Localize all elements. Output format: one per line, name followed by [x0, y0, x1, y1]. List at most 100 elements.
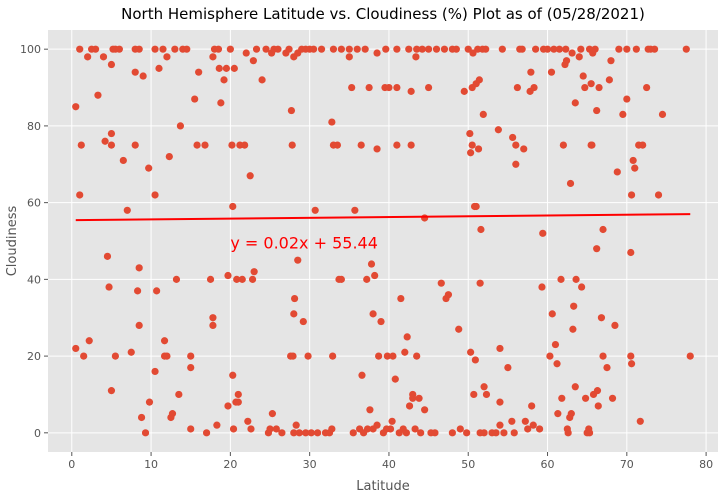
data-point: [562, 57, 571, 65]
data-point: [405, 45, 413, 53]
data-point: [421, 214, 429, 222]
data-point: [151, 45, 159, 53]
regression-line: [75, 213, 691, 222]
x-tick-label: 40: [382, 458, 396, 471]
data-point: [595, 83, 603, 92]
data-point: [579, 72, 587, 80]
data-point: [593, 245, 601, 253]
data-point: [375, 352, 383, 360]
data-point: [386, 425, 395, 433]
data-point: [524, 425, 532, 433]
data-point: [496, 344, 504, 353]
data-point: [310, 45, 318, 53]
data-point: [521, 417, 529, 425]
data-point: [631, 164, 639, 172]
data-point: [363, 425, 372, 433]
data-point: [510, 429, 518, 437]
data-point: [559, 141, 567, 149]
data-point: [302, 429, 310, 437]
data-point: [328, 118, 336, 126]
data-point: [599, 225, 607, 234]
data-point: [229, 371, 237, 379]
data-point: [358, 371, 366, 379]
data-point: [348, 83, 356, 92]
x-tick-label: 80: [699, 458, 713, 471]
data-point: [103, 252, 112, 260]
data-point: [249, 57, 257, 65]
data-point: [407, 141, 415, 149]
data-point: [528, 402, 536, 410]
y-axis-ticks: 0 20 40 60 80 100: [20, 43, 48, 440]
data-point: [409, 394, 417, 402]
data-point: [432, 45, 441, 53]
data-point: [557, 275, 565, 283]
data-point: [553, 360, 561, 368]
data-point: [222, 64, 231, 72]
data-point: [496, 421, 504, 429]
data-point: [329, 352, 337, 360]
data-point: [241, 141, 249, 149]
data-point: [328, 425, 336, 433]
data-point: [377, 317, 385, 326]
data-point: [498, 45, 506, 53]
data-point: [229, 425, 238, 433]
plot-background: [48, 30, 718, 452]
data-point: [627, 352, 635, 360]
data-point: [424, 45, 433, 53]
data-point: [388, 417, 396, 425]
y-tick-label: 20: [27, 350, 41, 363]
data-point: [415, 394, 423, 402]
x-tick-label: 60: [541, 458, 555, 471]
data-point: [570, 302, 578, 310]
data-point: [520, 145, 528, 153]
data-point: [566, 179, 575, 188]
data-point: [383, 352, 391, 360]
data-point: [636, 417, 644, 425]
data-point: [337, 45, 345, 53]
data-point: [107, 60, 116, 69]
data-point: [313, 429, 322, 437]
data-point: [131, 141, 139, 149]
data-point: [476, 279, 484, 287]
data-point: [444, 291, 453, 299]
data-point: [639, 141, 647, 149]
data-point: [274, 45, 282, 53]
data-point: [187, 425, 195, 433]
data-point: [230, 64, 238, 72]
data-point: [159, 45, 167, 53]
data-point: [307, 429, 315, 437]
data-point: [421, 406, 429, 414]
data-point: [248, 275, 257, 283]
data-point: [133, 287, 142, 295]
data-point: [474, 145, 483, 153]
data-point: [578, 283, 586, 291]
data-point: [72, 344, 80, 353]
data-points: [72, 45, 694, 437]
data-point: [290, 310, 298, 318]
data-point: [492, 429, 500, 437]
data-point: [597, 314, 606, 322]
data-point: [513, 83, 521, 92]
data-point: [418, 45, 426, 53]
data-point: [244, 417, 252, 425]
data-point: [329, 45, 338, 53]
data-point: [577, 45, 585, 53]
data-point: [585, 429, 594, 437]
data-point: [160, 337, 169, 345]
data-point: [539, 229, 547, 237]
data-point: [187, 352, 195, 360]
data-point: [393, 141, 401, 149]
data-point: [455, 325, 463, 333]
data-point: [333, 141, 342, 149]
data-point: [482, 45, 490, 53]
data-point: [482, 390, 491, 399]
data-point: [247, 425, 255, 433]
data-point: [287, 106, 296, 115]
data-point: [191, 95, 199, 103]
data-point: [627, 191, 636, 199]
data-point: [575, 53, 583, 61]
data-point: [153, 287, 161, 295]
x-tick-label: 20: [223, 458, 237, 471]
data-point: [373, 145, 381, 153]
data-point: [171, 45, 179, 53]
